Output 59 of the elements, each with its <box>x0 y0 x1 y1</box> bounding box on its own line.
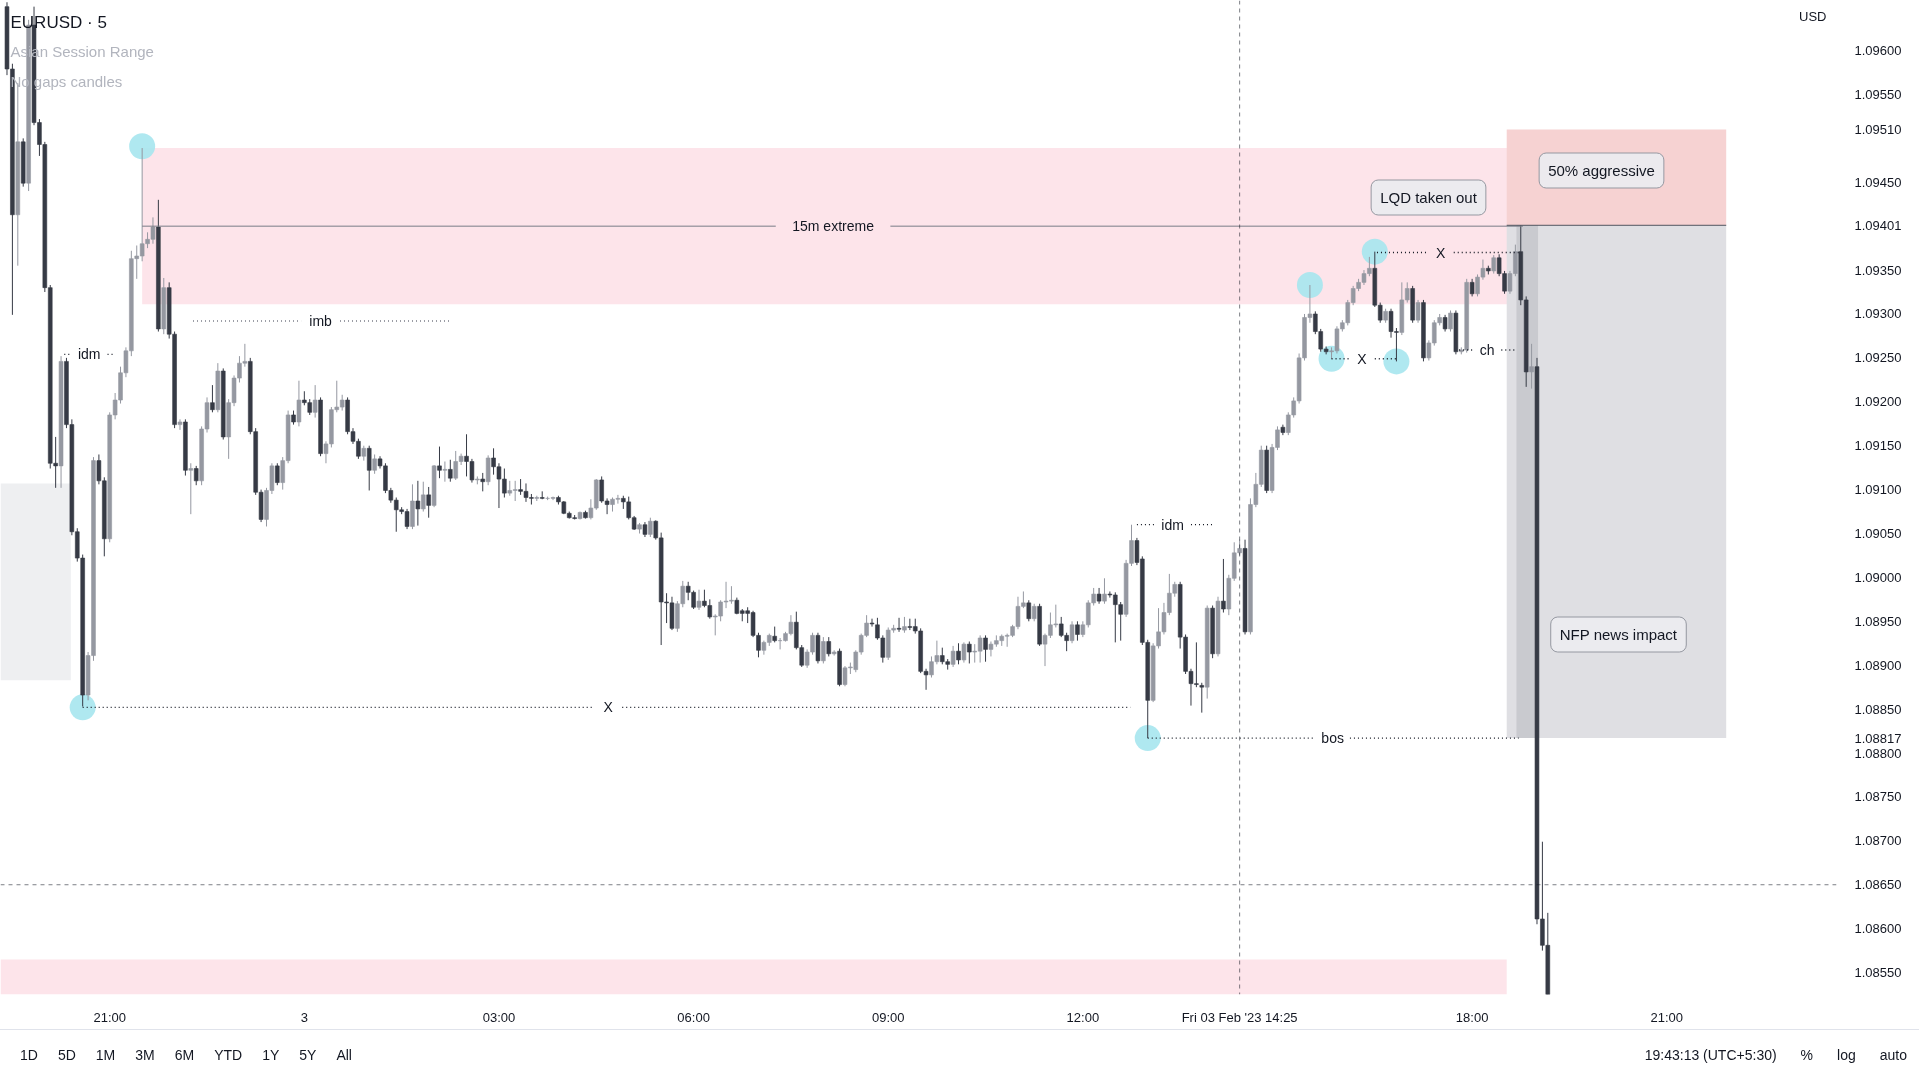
x-tick-label: Fri 03 Feb '23 14:25 <box>1181 1009 1298 1025</box>
series-label: idm <box>77 346 101 363</box>
annotation: NFP news impact <box>1559 626 1678 643</box>
x-tick-label: 12:00 <box>1066 1009 1100 1025</box>
text: YTD <box>214 1045 243 1065</box>
y-tick-label: 1.09250 <box>1854 350 1902 366</box>
y-tick-label: 1.08800 <box>1854 745 1902 761</box>
y-tick-label: 1.09550 <box>1854 86 1902 102</box>
text: % <box>1800 1045 1814 1065</box>
y-tick-label: 1.09350 <box>1854 262 1902 278</box>
text: All <box>336 1045 352 1065</box>
series-label: idm <box>1161 516 1184 533</box>
y-tick-label: 1.09450 <box>1854 174 1902 190</box>
annotation: LQD taken out <box>1380 189 1478 206</box>
text: 5D <box>57 1045 76 1065</box>
text: 1Y <box>262 1045 280 1065</box>
y-tick-label: 1.08600 <box>1854 921 1902 937</box>
series-label: ch <box>1479 341 1495 358</box>
text: 3M <box>135 1045 155 1065</box>
text: 1D <box>20 1045 38 1065</box>
x-tick-label: 06:00 <box>677 1009 710 1025</box>
y-tick-label: 1.08550 <box>1854 965 1902 981</box>
series-label: X <box>1436 244 1447 261</box>
y-tick-label: 1.09050 <box>1854 526 1902 541</box>
y-tick-label: 1.08750 <box>1854 789 1902 805</box>
x-tick-label: 18:00 <box>1455 1009 1489 1025</box>
x-tick-label: 3 <box>300 1009 308 1025</box>
y-tick-label: 1.08950 <box>1854 613 1902 629</box>
y-tick-label: 1.09300 <box>1854 306 1902 322</box>
annotation: USD <box>1799 9 1827 24</box>
y-tick-label: 1.09100 <box>1854 482 1902 498</box>
text: 1M <box>95 1045 116 1065</box>
y-tick-label: 1.09150 <box>1854 438 1902 454</box>
y-tick-label: 1.09200 <box>1854 394 1902 410</box>
x-tick-label: 03:00 <box>482 1009 516 1025</box>
y-tick-label: 1.08700 <box>1854 833 1902 849</box>
x-tick-label: 21:00 <box>1650 1009 1684 1025</box>
text: 19:43:13 (UTC+5:30) <box>1644 1045 1777 1065</box>
y-tick-label: 1.09600 <box>1854 43 1902 59</box>
series-label: 15m extreme <box>792 218 875 235</box>
y-tick-label: 1.08817 <box>1854 730 1902 746</box>
x-tick-label: 21:00 <box>93 1009 126 1025</box>
x-tick-label: 09:00 <box>871 1009 905 1025</box>
y-tick-label: 1.09510 <box>1854 122 1902 138</box>
series-label: X <box>603 699 614 716</box>
text: auto <box>1879 1045 1907 1065</box>
series-label: imb <box>309 313 333 329</box>
text: 5Y <box>299 1045 317 1065</box>
annotation: 50% aggressive <box>1548 162 1655 179</box>
text: 6M <box>174 1045 195 1065</box>
text: log <box>1837 1045 1856 1065</box>
y-tick-label: 1.08650 <box>1854 877 1902 893</box>
y-tick-label: 1.08900 <box>1854 657 1902 673</box>
y-tick-label: 1.08850 <box>1854 701 1902 717</box>
text: EURUSD · 5 <box>10 13 107 32</box>
series-label: bos <box>1321 730 1344 747</box>
y-tick-label: 1.09401 <box>1854 217 1902 233</box>
y-tick-label: 1.09000 <box>1854 569 1902 585</box>
series-label: X <box>1357 350 1368 367</box>
